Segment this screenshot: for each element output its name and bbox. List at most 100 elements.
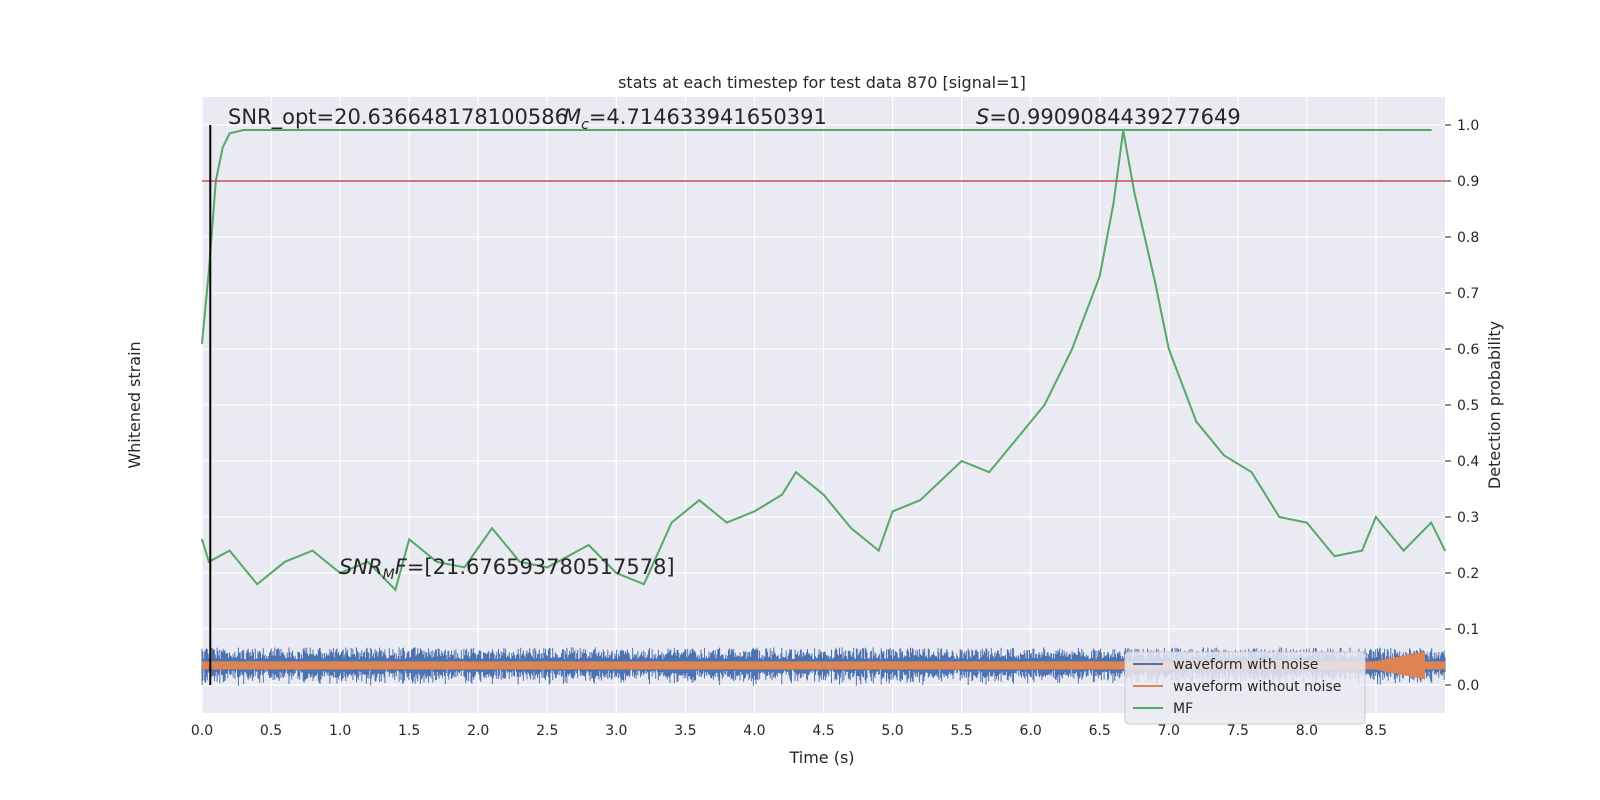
mf-point	[228, 132, 231, 135]
mf-point	[221, 146, 224, 149]
y-tick-label-right: 0.6	[1457, 342, 1479, 358]
legend: waveform with noise waveform without noi…	[1124, 651, 1366, 725]
mf-point	[1361, 549, 1363, 552]
mf-point	[201, 342, 203, 345]
mf-point	[1122, 129, 1124, 132]
mf-point	[1306, 521, 1308, 524]
x-tick-label: 5.0	[881, 723, 903, 739]
y-tick-label-right: 1.0	[1457, 118, 1479, 134]
annotation-s-value: =0.9909084439277649	[989, 105, 1240, 129]
x-tick-label: 6.5	[1089, 723, 1111, 739]
mf-point	[339, 572, 341, 574]
x-tick-label: 2.5	[536, 723, 558, 739]
mf-point	[1278, 516, 1281, 518]
mf-point	[1168, 348, 1170, 350]
mf-point	[795, 471, 797, 474]
legend-label-noise: waveform with noise	[1173, 657, 1318, 673]
mf-point	[366, 561, 369, 563]
mf-point	[546, 566, 549, 569]
x-tick-label: 4.0	[743, 723, 765, 739]
annotation-snr-mf-symbol: SNR	[339, 555, 383, 579]
y-tick-label-right: 0.9	[1457, 174, 1479, 190]
mf-point	[1098, 129, 1101, 131]
x-ticks: 0.0 0.5 1.0 1.5 2.0 2.5 3.0 3.5 4.0 4.5 5.0 5.5 6.0 6…	[191, 723, 1387, 739]
x-tick-label: 8.0	[1296, 723, 1318, 739]
mf-point	[1112, 202, 1115, 205]
x-tick-label: 4.5	[812, 723, 834, 739]
mf-point	[1043, 404, 1046, 406]
mf-point	[1333, 555, 1336, 557]
annotation-mc-sub: c	[581, 117, 589, 133]
mf-point	[1402, 549, 1405, 552]
annotation-snr-mf: SNRMF=[21.676593780517578]	[339, 555, 675, 583]
y-tick-label-right: 0.1	[1457, 622, 1479, 638]
series-mf-1	[201, 129, 1432, 344]
annotation-s: S=0.9909084439277649	[976, 105, 1241, 129]
mf-point	[753, 129, 756, 131]
annotation-mc-symbol: M	[563, 105, 581, 129]
mf-point	[201, 538, 203, 541]
mf-point	[491, 527, 493, 529]
x-tick-label: 7.0	[1158, 723, 1180, 739]
legend-label-clean: waveform without noise	[1173, 679, 1341, 695]
mf-point	[284, 561, 286, 563]
y-tick-label-right: 0.0	[1457, 678, 1479, 694]
mf-point	[436, 561, 438, 563]
mf-point	[1071, 348, 1073, 350]
series-waveform-without-noise	[202, 661, 1445, 670]
y-ticks-right: 0.0 0.1 0.2 0.3 0.4 0.5 0.6 0.7 0.8 0.9 1.0	[1445, 118, 1479, 694]
x-axis-label: Time (s)	[788, 748, 854, 767]
legend-label-mf: MF	[1173, 701, 1193, 717]
mf-point	[850, 527, 852, 529]
mf-point	[781, 493, 783, 496]
mf-point	[891, 510, 894, 513]
mf-point	[960, 460, 963, 462]
x-tick-label: 1.0	[329, 723, 351, 739]
mf-point	[877, 549, 880, 552]
x-tick-label: 2.0	[467, 723, 489, 739]
mf-point	[1016, 437, 1018, 440]
y-tick-label-right: 0.4	[1457, 454, 1479, 470]
y-axis-label-left: Whitened strain	[125, 341, 144, 468]
x-tick-label: 3.5	[674, 723, 696, 739]
annotation-s-symbol: S	[976, 105, 989, 129]
mf-point	[1223, 454, 1225, 457]
mf-point	[242, 129, 245, 131]
y-tick-label-right: 0.7	[1457, 286, 1479, 302]
annotation-mc: Mc=4.714633941650391	[563, 105, 827, 133]
annotation-snr-mf-sub: M	[383, 567, 395, 583]
x-tick-label: 6.0	[1020, 723, 1042, 739]
x-tick-label: 0.5	[260, 723, 282, 739]
mf-point	[1375, 516, 1377, 518]
x-tick-label: 8.5	[1365, 723, 1387, 739]
mf-point	[339, 129, 341, 131]
mf-point	[891, 129, 894, 131]
mf-point	[1430, 129, 1432, 131]
annotation-snr-mf-tail: F	[395, 555, 408, 579]
series-layer	[201, 129, 1446, 592]
y-tick-label-right: 0.8	[1457, 230, 1479, 246]
mf-point	[670, 521, 673, 524]
mf-point	[518, 561, 521, 563]
chart-title: stats at each timestep for test data 870…	[618, 73, 1026, 92]
mf-point	[1430, 521, 1432, 524]
mf-point	[408, 538, 411, 541]
mf-point	[587, 544, 590, 546]
mf-point	[753, 510, 756, 513]
x-tick-label: 5.5	[950, 723, 972, 739]
mf-point	[919, 499, 921, 502]
mf-point	[726, 521, 728, 524]
annotation-mc-value: =4.714633941650391	[589, 105, 827, 129]
mf-point	[1133, 191, 1136, 193]
mf-point	[1444, 549, 1446, 552]
mf-point	[394, 589, 397, 591]
x-tick-label: 3.0	[605, 723, 627, 739]
x-tick-label: 7.5	[1227, 723, 1249, 739]
x-tick-label: 0.0	[191, 723, 213, 739]
mf-point	[1195, 421, 1198, 423]
mf-point	[1098, 275, 1101, 278]
mf-point	[1154, 281, 1156, 283]
mf-point	[1306, 129, 1308, 131]
mf-point	[311, 549, 314, 552]
